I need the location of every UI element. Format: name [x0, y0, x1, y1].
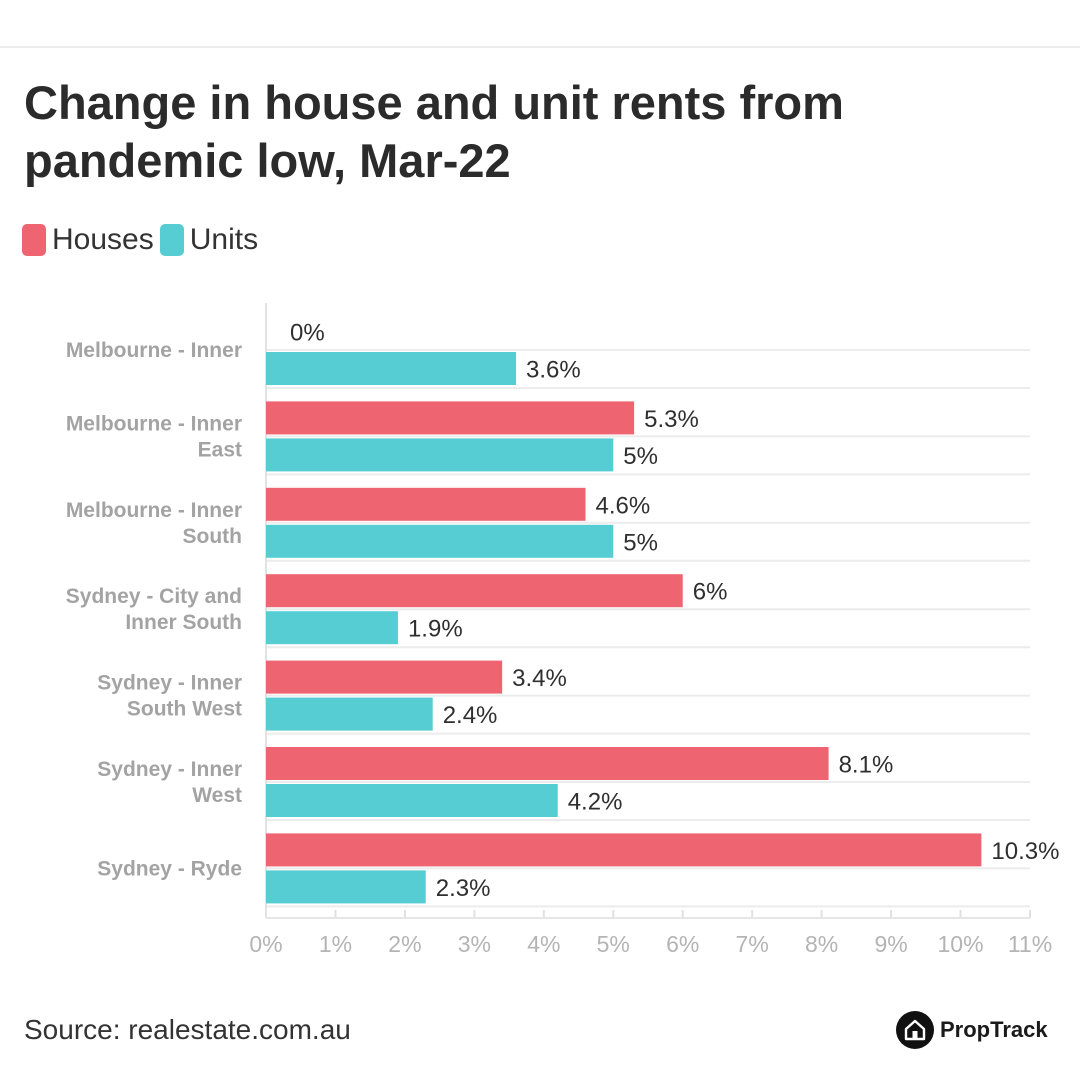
x-tick-label: 6% — [666, 931, 699, 957]
data-label-units: 1.9% — [408, 616, 463, 643]
bar-houses — [266, 487, 586, 521]
x-tick-label: 1% — [319, 931, 352, 957]
data-label-houses: 5.3% — [644, 406, 699, 433]
category-label: South West — [127, 698, 242, 721]
bar-chart: 0% 1% 2% 3% 4% 5% 6% 7% 8% 9% 10% 11% Melbourne - In… — [66, 303, 1059, 957]
legend-swatch-houses — [22, 224, 46, 256]
category-label: South — [183, 525, 242, 548]
legend-swatch-units — [159, 224, 184, 256]
data-label-units: 5% — [623, 443, 658, 470]
x-tick-label: 10% — [938, 931, 984, 957]
x-tick-label: 0% — [249, 931, 282, 957]
legend-item-units: Units — [159, 223, 259, 257]
data-label-houses: 6% — [693, 579, 728, 606]
chart-title: Change in house and unit rents from pand… — [24, 76, 844, 187]
x-tick-label: 2% — [388, 931, 421, 957]
x-tick-label: 9% — [874, 931, 907, 957]
bar-houses — [266, 660, 503, 694]
data-label-houses: 4.6% — [595, 492, 650, 519]
category-label: Sydney - Inner — [97, 672, 242, 695]
brand-name: PropTrack — [940, 1017, 1048, 1042]
top-divider — [0, 46, 1080, 48]
data-label-units: 2.3% — [436, 875, 491, 902]
bar-houses — [266, 833, 982, 867]
bar-houses — [266, 747, 829, 780]
legend-label-houses: Houses — [52, 223, 154, 256]
data-label-houses: 3.4% — [512, 665, 567, 692]
bar-units — [266, 352, 517, 385]
data-label-houses: 0% — [290, 320, 325, 347]
category-label: Melbourne - Inner — [66, 499, 242, 522]
category-label: Inner South — [125, 611, 242, 634]
category-label: Sydney - City and — [66, 585, 242, 608]
data-label-units: 3.6% — [526, 357, 581, 384]
house-icon — [896, 1011, 934, 1049]
bar-units — [266, 784, 558, 817]
bar-units — [266, 524, 614, 558]
x-tick-label: 11% — [1008, 931, 1052, 957]
bar-houses — [266, 574, 683, 608]
bar-houses — [266, 401, 635, 435]
x-tick-label: 5% — [597, 931, 630, 957]
x-tick-label: 3% — [458, 931, 491, 957]
bar-units — [266, 870, 426, 904]
category-label: East — [198, 438, 242, 461]
data-label-houses: 8.1% — [839, 752, 894, 779]
bar-units — [266, 438, 614, 472]
x-tick-label: 8% — [805, 931, 838, 957]
bar-units — [266, 611, 398, 645]
category-label: Sydney - Inner — [97, 758, 242, 781]
legend-item-houses: Houses — [22, 223, 154, 257]
data-label-units: 5% — [623, 529, 658, 556]
data-label-units: 4.2% — [568, 789, 623, 816]
legend: Houses Units — [22, 220, 264, 260]
brand: PropTrack — [896, 1010, 1048, 1050]
x-tick-label: 4% — [527, 931, 560, 957]
category-label: Melbourne - Inner — [66, 412, 242, 435]
data-label-units: 2.4% — [443, 702, 498, 729]
x-tick-label: 7% — [736, 931, 769, 957]
category-label: Melbourne - Inner — [66, 339, 242, 362]
category-label: Sydney - Ryde — [97, 857, 242, 880]
bar-units — [266, 697, 433, 731]
legend-label-units: Units — [189, 223, 259, 256]
category-label: West — [192, 784, 242, 807]
source-note: Source: realestate.com.au — [24, 1014, 351, 1045]
data-label-houses: 10.3% — [991, 838, 1059, 865]
